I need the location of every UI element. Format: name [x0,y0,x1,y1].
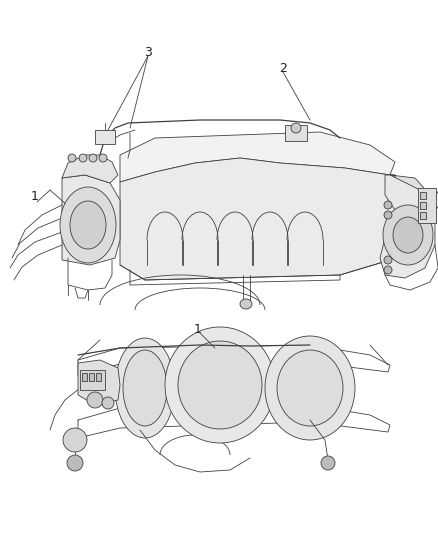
Ellipse shape [276,350,342,426]
Text: 3: 3 [144,45,152,59]
Text: 1: 1 [194,324,201,336]
Bar [419,202,425,209]
Ellipse shape [70,201,106,249]
Ellipse shape [87,392,103,408]
Polygon shape [62,155,118,183]
Ellipse shape [240,299,251,309]
Ellipse shape [320,456,334,470]
Polygon shape [78,360,120,405]
Bar [419,212,425,219]
Ellipse shape [99,154,107,162]
Ellipse shape [63,428,87,452]
Ellipse shape [392,217,422,253]
Ellipse shape [383,266,391,274]
Ellipse shape [177,341,261,429]
Ellipse shape [382,205,432,265]
Ellipse shape [89,154,97,162]
Text: 2: 2 [279,61,286,75]
Bar [417,188,435,223]
Ellipse shape [383,256,391,264]
Polygon shape [120,132,394,182]
Bar [89,373,94,381]
Ellipse shape [383,201,391,209]
Bar [96,373,101,381]
Ellipse shape [383,211,391,219]
Ellipse shape [67,455,83,471]
Ellipse shape [265,336,354,440]
Bar [82,373,87,381]
Polygon shape [62,175,120,265]
Bar [95,130,115,144]
Ellipse shape [68,154,76,162]
Ellipse shape [60,187,116,263]
Ellipse shape [165,327,274,443]
Ellipse shape [115,338,175,438]
Polygon shape [389,175,429,260]
Polygon shape [120,158,394,280]
Polygon shape [379,175,434,278]
Ellipse shape [79,154,87,162]
Ellipse shape [102,397,114,409]
Bar [284,125,306,141]
Ellipse shape [290,123,300,133]
Text: 1: 1 [31,190,39,204]
Ellipse shape [123,350,166,426]
Bar [419,192,425,199]
Bar [80,370,105,390]
